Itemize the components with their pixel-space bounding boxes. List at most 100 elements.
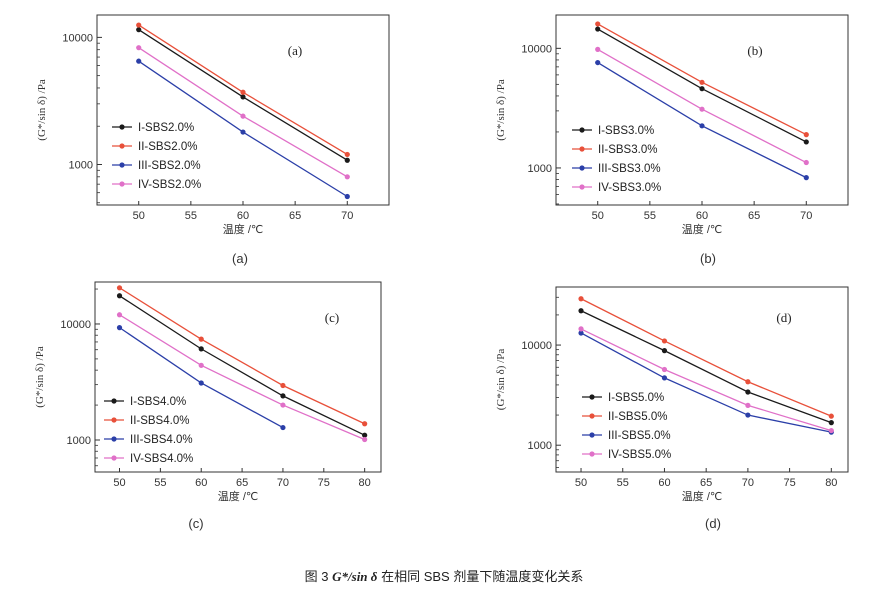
legend-entry: I-SBS2.0% xyxy=(138,122,194,134)
data-point xyxy=(699,123,705,129)
y-tick-label: 1000 xyxy=(528,440,552,452)
x-tick-label: 65 xyxy=(748,210,760,222)
data-point xyxy=(198,362,204,368)
panel-tag: (a) xyxy=(288,43,302,58)
data-point xyxy=(198,380,204,386)
x-axis-title: 温度 /℃ xyxy=(682,222,722,236)
data-point xyxy=(362,436,368,443)
legend-marker xyxy=(579,165,585,171)
data-point xyxy=(803,139,809,145)
data-point xyxy=(803,132,809,138)
x-tick-label: 65 xyxy=(289,210,301,222)
legend-marker xyxy=(111,436,117,442)
data-point xyxy=(344,157,350,163)
legend-marker xyxy=(119,124,125,130)
data-point xyxy=(828,427,834,434)
data-point xyxy=(344,193,350,200)
data-point xyxy=(136,45,142,51)
legend-entry: II-SBS3.0% xyxy=(598,144,657,156)
x-tick-label: 60 xyxy=(658,477,670,489)
data-point xyxy=(280,402,286,408)
legend-marker xyxy=(111,455,117,461)
legend-entry: IV-SBS2.0% xyxy=(138,179,201,191)
data-point xyxy=(661,348,668,354)
data-point xyxy=(745,412,751,418)
x-tick-label: 50 xyxy=(113,477,125,489)
x-axis-title: 温度 /℃ xyxy=(682,489,722,503)
data-point xyxy=(362,432,368,438)
y-axis-title: (G*/sin δ) /Pa xyxy=(36,79,48,141)
data-point xyxy=(280,424,286,431)
legend-entry: II-SBS2.0% xyxy=(138,141,197,153)
series-line xyxy=(580,328,832,432)
data-point xyxy=(116,293,123,299)
chart-panel-c: 50 55 60 65 70 75 80 1000 10000 温度 /℃ (G*/sin δ) /… xyxy=(34,281,382,531)
data-point xyxy=(116,325,123,331)
data-point xyxy=(699,106,705,112)
legend-entry: I-SBS4.0% xyxy=(130,396,186,408)
series-line xyxy=(138,47,348,178)
legend-entry: IV-SBS4.0% xyxy=(130,453,193,465)
x-tick-label: 70 xyxy=(742,477,754,489)
panel-tag: (d) xyxy=(776,310,791,325)
x-tick-label: 60 xyxy=(237,210,249,222)
legend-marker xyxy=(119,143,125,149)
series-line xyxy=(119,314,365,441)
x-tick-label: 75 xyxy=(318,477,330,489)
data-point xyxy=(595,59,601,66)
plot-frame xyxy=(94,281,382,473)
data-point xyxy=(198,346,204,352)
legend-entry: II-SBS4.0% xyxy=(130,415,189,427)
caption-prefix: 图 3 xyxy=(304,569,329,584)
caption-suffix: 在相同 SBS 剂量下随温度变化关系 xyxy=(381,569,584,584)
series-line xyxy=(119,327,284,429)
x-tick-label: 70 xyxy=(341,210,353,222)
data-point xyxy=(661,338,668,344)
series-line xyxy=(580,332,832,433)
x-tick-label: 80 xyxy=(359,477,371,489)
x-tick-label: 55 xyxy=(644,210,656,222)
caption-symbol: G*/sin δ xyxy=(332,569,378,584)
data-point xyxy=(803,175,809,181)
subfigure-label: (d) xyxy=(705,516,721,531)
panel-tag: (b) xyxy=(747,43,762,58)
legend-entry: III-SBS4.0% xyxy=(130,434,193,446)
data-point xyxy=(745,402,751,408)
data-point xyxy=(240,89,246,95)
data-point xyxy=(745,389,751,395)
data-point xyxy=(136,27,142,33)
legend-marker xyxy=(119,162,125,168)
y-axis-title: (G*/sin δ) /Pa xyxy=(495,79,507,141)
series-line xyxy=(119,287,365,425)
subfigure-label: (c) xyxy=(188,516,203,531)
x-tick-label: 65 xyxy=(700,477,712,489)
x-tick-label: 70 xyxy=(277,477,289,489)
data-point xyxy=(344,174,350,180)
chart-panel-a: 50 55 60 65 70 1000 10000 温度 /℃ (G*/sin δ) /Pa (a… xyxy=(36,14,390,266)
data-point xyxy=(578,308,584,314)
figure-caption: 图 3 G*/sin δ 在相同 SBS 剂量下随温度变化关系 xyxy=(0,566,888,585)
y-axis-title: (G*/sin δ) /Pa xyxy=(34,346,46,408)
panel-tag: (c) xyxy=(325,310,339,325)
x-tick-label: 55 xyxy=(154,477,166,489)
data-point xyxy=(661,366,668,373)
data-point xyxy=(699,79,705,85)
legend-marker xyxy=(579,184,585,190)
x-tick-label: 60 xyxy=(696,210,708,222)
legend-marker xyxy=(589,432,595,438)
series-line xyxy=(597,23,807,136)
x-tick-label: 70 xyxy=(800,210,812,222)
data-point xyxy=(136,22,142,28)
data-point xyxy=(136,58,142,64)
y-tick-label: 10000 xyxy=(60,319,91,331)
legend-marker xyxy=(119,181,125,187)
legend-marker xyxy=(579,146,585,152)
x-tick-label: 60 xyxy=(195,477,207,489)
plot-frame xyxy=(555,286,849,473)
data-point xyxy=(661,375,668,381)
data-point xyxy=(240,129,246,135)
data-point xyxy=(362,421,368,427)
data-point xyxy=(240,94,246,100)
x-tick-label: 55 xyxy=(617,477,629,489)
